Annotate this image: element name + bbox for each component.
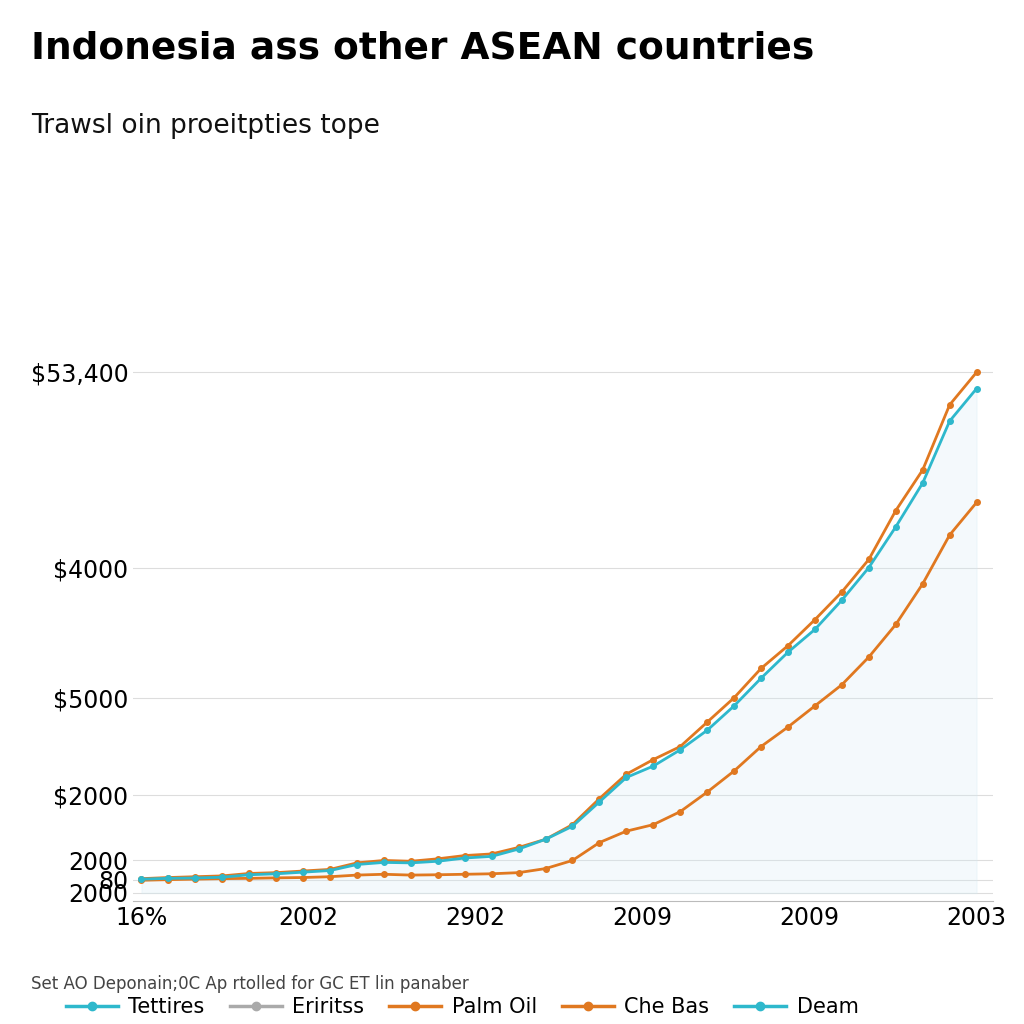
Text: Trawsl oin proeitpties tope: Trawsl oin proeitpties tope xyxy=(31,113,380,138)
Legend: Tettires, Eriritss, Palm Oil, Che Bas, Deam: Tettires, Eriritss, Palm Oil, Che Bas, D… xyxy=(57,989,867,1024)
Text: Set AO Deponain;0C Ap rtolled for GC ET lin panaber: Set AO Deponain;0C Ap rtolled for GC ET … xyxy=(31,975,468,993)
Text: Indonesia ass other ASEAN countries: Indonesia ass other ASEAN countries xyxy=(31,31,814,67)
